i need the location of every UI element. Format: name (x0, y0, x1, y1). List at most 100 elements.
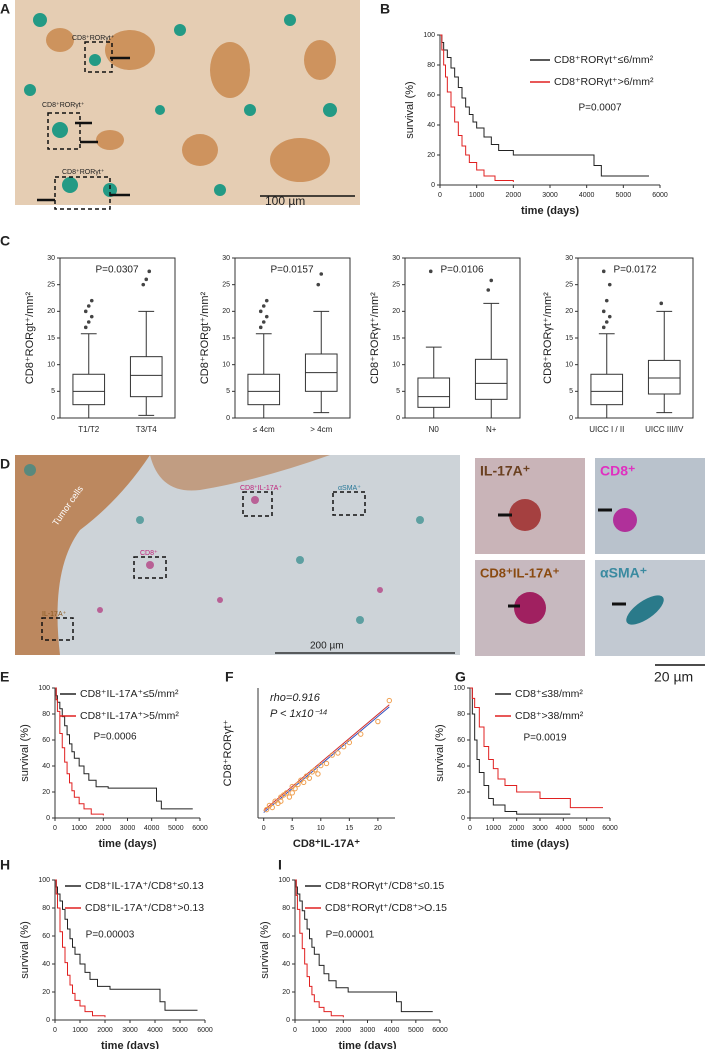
y-tick-label: 15 (565, 335, 573, 342)
y-tick-label: 100 (38, 877, 50, 884)
y-axis-label: CD8⁺RORγt⁺ (222, 720, 234, 787)
x-tick-label: 2000 (336, 1027, 352, 1034)
box (72, 373, 106, 406)
y-tick-label: 40 (457, 763, 465, 770)
legend-label: CD8⁺RORγt⁺≤6/mm² (554, 54, 654, 66)
insets: IL-17A⁺ CD8⁺ CD8⁺IL-17A⁺ αSMA⁺ 20 µm (475, 458, 705, 685)
legend-label: CD8⁺RORγt⁺/CD8⁺≤0.15 (325, 880, 444, 892)
x-tick-label: 3000 (122, 1027, 138, 1034)
y-tick-label: 20 (47, 308, 55, 315)
data-point (286, 794, 293, 800)
y-axis-label: survival (%) (404, 81, 416, 138)
y-tick-label: 60 (427, 92, 435, 99)
y-tick-label: 40 (42, 961, 50, 968)
y-tick-label: 20 (42, 989, 50, 996)
x-tick-label: 5000 (616, 192, 632, 199)
y-tick-label: 15 (47, 335, 55, 342)
y-tick-label: 0 (396, 415, 400, 422)
y-axis-label: survival (%) (259, 921, 271, 978)
cell-label: CD8⁺ (140, 550, 158, 557)
y-tick-label: 100 (38, 685, 50, 692)
p-value: P=0.0006 (93, 732, 137, 743)
data-point (323, 760, 330, 767)
y-tick-label: 0 (461, 815, 465, 822)
annotation: rho=0.916 (270, 692, 321, 704)
panel-letter: D (0, 456, 10, 472)
tumor-region (150, 455, 330, 491)
box (590, 373, 624, 406)
arrow (37, 56, 130, 202)
x-tick-label: 4000 (144, 825, 160, 832)
x-tick-label: 4000 (384, 1027, 400, 1034)
y-axis-label: CD8⁺RORγt⁺/mm² (369, 292, 381, 384)
inset-label: CD8⁺ (600, 463, 635, 479)
y-tick-label: 5 (396, 388, 400, 395)
p-value: P=0.0307 (95, 265, 139, 276)
y-tick-label: 100 (423, 32, 435, 39)
x-tick-label: 0 (262, 825, 266, 832)
survival-curve (470, 687, 571, 815)
x-tick-label: N+ (486, 425, 497, 434)
data-point (489, 278, 494, 283)
x-tick-label: 1000 (72, 1027, 88, 1034)
p-value: P=0.0172 (613, 265, 657, 276)
survival-curve (55, 879, 198, 1011)
y-tick-label: 80 (42, 905, 50, 912)
y-tick-label: 10 (392, 362, 400, 369)
y-tick-label: 10 (47, 362, 55, 369)
scale-label: 200 µm (310, 641, 344, 652)
p-value: P=0.0019 (523, 733, 567, 744)
data-point (144, 277, 149, 282)
data-point (601, 269, 606, 274)
data-point (89, 314, 94, 319)
y-tick-label: 40 (42, 763, 50, 770)
y-tick-label: 80 (42, 711, 50, 718)
y-tick-label: 10 (222, 362, 230, 369)
x-tick-label: 6000 (432, 1027, 448, 1034)
data-point (601, 309, 606, 314)
data-point (258, 309, 263, 314)
y-tick-label: 0 (46, 815, 50, 822)
fit-line (263, 706, 390, 813)
cell (514, 592, 546, 624)
p-value: P=0.0106 (440, 265, 484, 276)
y-tick-label: 20 (427, 152, 435, 159)
y-tick-label: 5 (51, 388, 55, 395)
y-tick-label: 100 (278, 877, 290, 884)
stain-green (24, 464, 424, 624)
box (474, 358, 508, 400)
y-tick-label: 60 (282, 933, 290, 940)
data-point (264, 314, 269, 319)
y-tick-label: 15 (392, 335, 400, 342)
y-tick-label: 40 (427, 122, 435, 129)
y-axis-label: CD8⁺RORgt⁺/mm² (199, 292, 211, 385)
x-tick-label: 4000 (556, 825, 572, 832)
cell (613, 508, 637, 532)
data-point (604, 298, 609, 303)
data-point (386, 697, 392, 704)
y-tick-label: 80 (457, 711, 465, 718)
cell-label: CD8⁺RORγt⁺ (72, 35, 115, 42)
data-point (306, 775, 313, 781)
data-point (300, 779, 307, 786)
inset-label: αSMA⁺ (600, 565, 647, 581)
x-tick-label: 6000 (602, 825, 618, 832)
data-point (375, 718, 381, 725)
x-axis-label: time (days) (338, 1040, 396, 1049)
x-tick-label: 10 (317, 825, 325, 832)
data-point (269, 804, 275, 811)
x-tick-label: 15 (345, 825, 353, 832)
inset-label: IL-17A⁺ (480, 463, 530, 479)
survival-curve (295, 879, 344, 1018)
x-tick-label: 3000 (360, 1027, 376, 1034)
x-tick-label: 0 (293, 1027, 297, 1034)
legend-label: CD8⁺>38/mm² (515, 710, 584, 722)
panel-letter: G (455, 669, 466, 685)
panel-letter: H (0, 857, 10, 873)
y-tick-label: 30 (392, 255, 400, 262)
panel-letter: F (225, 669, 234, 685)
fit-line (263, 704, 390, 811)
box (247, 373, 281, 406)
data-point (278, 798, 284, 804)
x-axis-label: time (days) (521, 205, 579, 217)
